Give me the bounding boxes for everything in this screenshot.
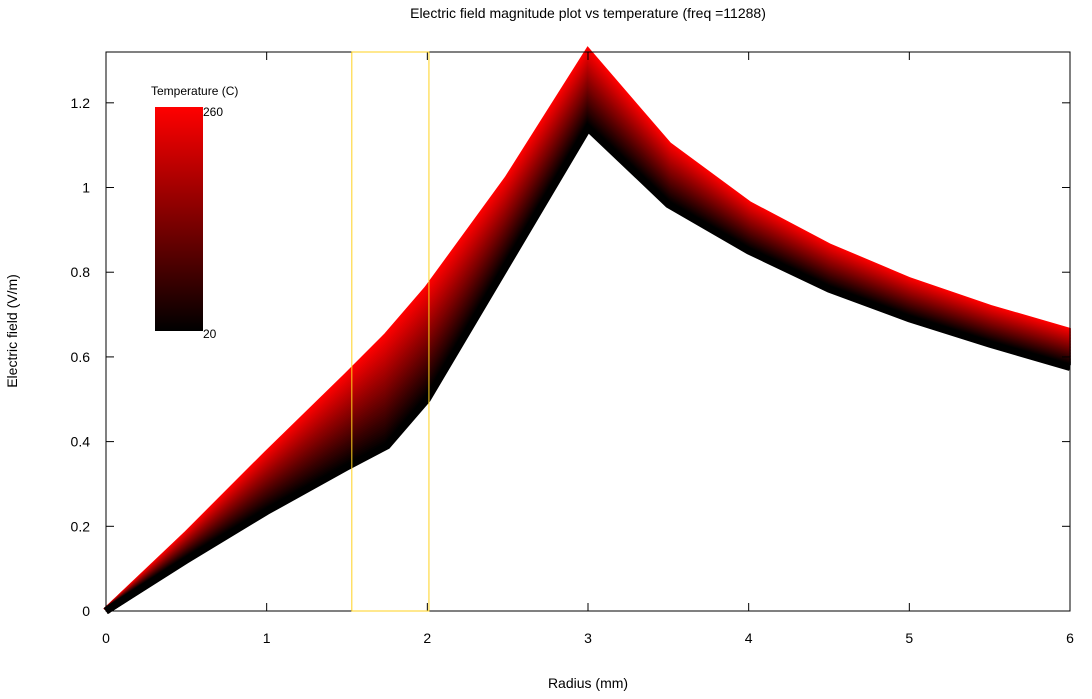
temperature-curve: [103, 71, 1071, 614]
temperature-curve: [103, 82, 1071, 614]
temperature-curve: [104, 114, 1071, 614]
temperature-curve: [104, 117, 1071, 614]
temperature-curve: [103, 78, 1071, 614]
temperature-curve: [103, 46, 1071, 614]
temperature-curve: [103, 89, 1071, 614]
colorbar-title: Temperature (C): [151, 84, 238, 98]
temperature-curve: [103, 85, 1071, 614]
temperature-curve: [103, 73, 1071, 614]
colorbar-min-label: 20: [203, 327, 217, 341]
temperature-curve: [103, 50, 1071, 614]
temperature-curve: [103, 84, 1071, 614]
y-tick-label: 0.4: [71, 434, 91, 450]
colorbar-max-label: 260: [203, 105, 223, 119]
temperature-curve: [104, 119, 1071, 614]
temperature-curve: [104, 111, 1071, 614]
temperature-curve: [103, 62, 1071, 614]
temperature-curve: [103, 74, 1071, 614]
temperature-curve: [103, 49, 1071, 614]
y-tick-label: 0.2: [71, 518, 91, 534]
chart-title: Electric field magnitude plot vs tempera…: [410, 5, 766, 21]
temperature-curve: [103, 92, 1071, 614]
y-tick-label: 0.8: [71, 264, 91, 280]
temperature-curve: [103, 79, 1071, 614]
temperature-curve: [104, 113, 1071, 614]
y-axis: 0 0.2 0.4 0.6 0.8 1 1.2: [71, 95, 1070, 619]
x-axis-label: Radius (mm): [548, 675, 628, 691]
highlight-region: [351, 51, 430, 612]
temperature-curve: [104, 109, 1071, 614]
temperature-curve: [103, 58, 1071, 614]
temperature-curve: [103, 90, 1071, 614]
temperature-curve: [103, 66, 1071, 614]
temperature-curve: [103, 52, 1071, 614]
x-tick-label: 0: [102, 630, 110, 646]
y-tick-label: 0: [82, 603, 90, 619]
temperature-curve: [103, 101, 1071, 614]
temperature-curve: [104, 108, 1071, 614]
temperature-curve: [103, 76, 1071, 614]
x-tick-label: 6: [1066, 630, 1074, 646]
temperature-curve: [104, 122, 1071, 614]
colorbar: Temperature (C) 260 20: [151, 84, 238, 341]
temperature-curve: [103, 106, 1071, 614]
temperature-curve: [103, 87, 1071, 614]
temperature-curve: [103, 63, 1071, 614]
temperature-curve: [103, 95, 1071, 614]
temperature-curve: [103, 98, 1071, 614]
x-tick-label: 4: [745, 630, 753, 646]
temperature-curve: [103, 57, 1071, 614]
temperature-curve: [103, 105, 1071, 614]
x-tick-label: 1: [263, 630, 271, 646]
temperature-curve: [103, 54, 1071, 614]
temperature-curve: [103, 65, 1071, 614]
y-tick-label: 1.2: [71, 95, 91, 111]
temperature-curve: [103, 103, 1071, 614]
colorbar-gradient: [155, 107, 203, 331]
temperature-curve: [103, 97, 1071, 614]
temperature-curve: [103, 68, 1071, 614]
x-tick-label: 5: [905, 630, 913, 646]
temperature-curve: [103, 100, 1071, 614]
x-tick-label: 2: [423, 630, 431, 646]
temperature-curve: [103, 81, 1071, 614]
temperature-curve: [103, 47, 1071, 614]
temperature-curve: [103, 70, 1071, 614]
x-tick-label: 3: [584, 630, 592, 646]
y-axis-label: Electric field (V/m): [4, 274, 20, 388]
temperature-curve: [103, 60, 1071, 614]
y-tick-label: 1: [82, 180, 90, 196]
y-tick-label: 0.6: [71, 349, 91, 365]
temperature-bands: [103, 46, 1071, 614]
temperature-curve: [104, 116, 1071, 614]
x-axis: 0 1 2 3 4 5 6: [102, 52, 1074, 646]
plot-frame: [105, 51, 1071, 612]
temperature-curve: [103, 93, 1071, 614]
temperature-curve: [103, 55, 1071, 614]
temperature-curve: [104, 121, 1071, 614]
